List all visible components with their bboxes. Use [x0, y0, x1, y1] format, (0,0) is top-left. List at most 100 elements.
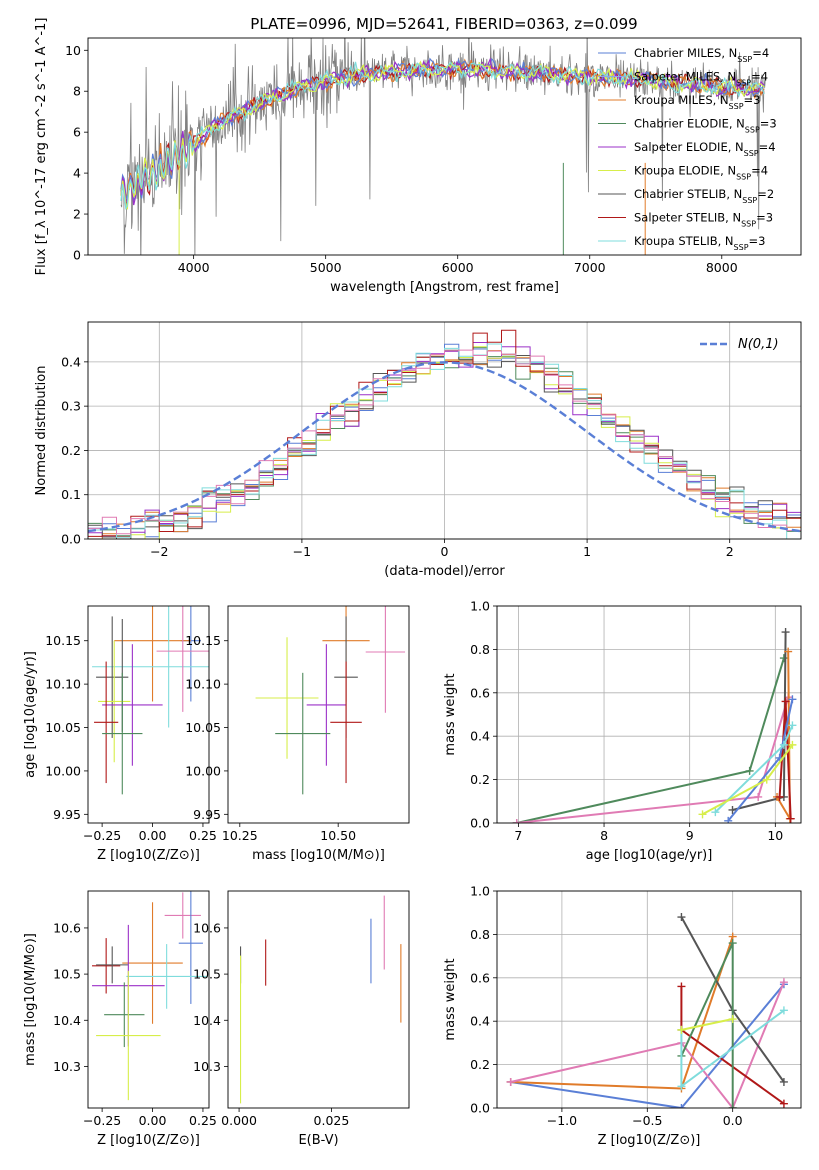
plus-marker	[677, 1082, 686, 1091]
x-tick-label: 10.50	[320, 828, 356, 843]
residuals-axes: −2 −1 0 1 2 0.0 0.1 0.2 0.3 0.4 (data-model)/error…	[34, 321, 802, 579]
plus-marker	[677, 1025, 686, 1034]
y-tick-label: 10	[65, 43, 81, 58]
spectrum-legend: Chabrier MILES, NSSP=4 Salpeter MILES, NS…	[598, 46, 777, 252]
data-point	[98, 640, 131, 763]
data-point	[164, 892, 201, 939]
y-axis-label: mass weight	[443, 958, 458, 1040]
plus-marker	[677, 913, 686, 922]
residuals-frame	[87, 321, 802, 540]
y-tick-label: 10.05	[45, 720, 81, 735]
plus-marker	[781, 628, 790, 637]
y-tick-label: 10.4	[53, 1013, 81, 1028]
data-point	[102, 644, 163, 766]
spectrum-plot-area	[120, 38, 766, 255]
x-axis-label: Z [log10(Z/Z⊙)]	[97, 1133, 200, 1148]
plus-marker	[728, 805, 737, 814]
data-point	[92, 606, 209, 728]
x-axis-label: E(B-V)	[298, 1133, 338, 1148]
mass_vs_Z-plot-area	[92, 891, 207, 1101]
y-axis-label: age [log10(age/yr)]	[23, 651, 38, 778]
age_vs_mass-frame	[227, 605, 410, 824]
y-tick-label: 10.00	[185, 763, 221, 778]
plus-marker	[779, 978, 788, 987]
y-tick-label: 0.8	[470, 642, 490, 657]
x-tick-label: 2	[726, 544, 734, 559]
mass-weight-line-pink	[516, 696, 790, 823]
data-point	[122, 902, 183, 1024]
y-axis-label: Normed distribution	[34, 366, 49, 496]
x-tick-label: 10	[767, 828, 783, 843]
age_vs_mass-axes: 10.25 10.50 9.95 10.00 10.05 10.10 10.15 mass […	[185, 605, 410, 863]
x-tick-label: 0.25	[189, 1113, 217, 1128]
plus-marker	[677, 982, 686, 991]
model-spectrum-kroupa_stelib	[120, 61, 765, 211]
plus-marker	[775, 792, 784, 801]
y-tick-label: 0.4	[470, 1014, 490, 1029]
y-tick-label: 0.0	[470, 816, 490, 831]
x-axis-label: Z [log10(Z/Z⊙)]	[598, 1133, 701, 1148]
residual-legend: N(0,1)	[700, 337, 779, 352]
y-tick-label: 10.10	[45, 677, 81, 692]
x-tick-label: −1	[293, 544, 311, 559]
data-point	[114, 606, 191, 702]
plus-marker	[779, 1077, 788, 1086]
x-tick-label: 0.0	[723, 1113, 743, 1128]
legend-label: Kroupa STELIB, NSSP=3	[634, 234, 765, 252]
y-tick-label: 0.4	[470, 729, 490, 744]
y-tick-label: 0.1	[61, 487, 81, 502]
legend-label: N(0,1)	[738, 337, 779, 352]
x-tick-label: 8	[600, 828, 608, 843]
mass_vs_ebv-plot-area	[240, 895, 402, 1104]
plus-marker	[728, 939, 737, 948]
x-tick-label: −0.25	[83, 1113, 121, 1128]
mass-weight-line-chabrier_miles	[510, 983, 785, 1108]
mass_weight_vs_age-axes: 7 8 9 10 0.0 0.2 0.4 0.6 0.8 1.0 age [log10(age/yr…	[443, 599, 802, 863]
plus-marker	[784, 647, 793, 656]
y-tick-label: 10.05	[185, 720, 221, 735]
y-tick-label: 9.95	[193, 807, 221, 822]
y-tick-label: 9.95	[53, 807, 81, 822]
residuals-plot-area	[88, 329, 801, 539]
y-tick-label: 10.4	[193, 1013, 221, 1028]
y-tick-label: 4	[73, 166, 81, 181]
y-tick-label: 10.15	[45, 633, 81, 648]
x-axis-label: age [log10(age/yr)]	[586, 848, 713, 863]
y-tick-label: 0.0	[61, 532, 81, 547]
mass_weight_vs_Z-frame	[496, 890, 802, 1109]
plus-marker	[512, 819, 521, 823]
y-tick-label: 1.0	[470, 599, 490, 614]
x-tick-label: −2	[150, 544, 168, 559]
y-tick-label: 0.8	[470, 927, 490, 942]
mass_weight_vs_Z-axes: −1.0 −0.5 0.0 0.0 0.2 0.4 0.6 0.8 1.0 Z [log10(Z/…	[443, 884, 802, 1148]
plus-marker	[724, 816, 733, 823]
data-point	[306, 644, 347, 766]
x-tick-label: 0.025	[314, 1113, 350, 1128]
y-tick-label: 0.0	[470, 1101, 490, 1116]
spectrum-frame	[87, 37, 802, 256]
mass-weight-line-kroupa_elodie	[681, 1018, 733, 1031]
plus-marker	[788, 740, 797, 749]
y-tick-label: 6	[73, 125, 81, 140]
legend-label: Salpeter ELODIE, NSSP=4	[634, 140, 776, 158]
data-point	[92, 938, 121, 994]
y-tick-label: 10.6	[193, 920, 221, 935]
y-tick-label: 10.3	[53, 1059, 81, 1074]
plus-marker	[762, 775, 771, 784]
y-tick-label: 10.15	[185, 633, 221, 648]
legend-label: Chabrier MILES, NSSP=4	[634, 46, 769, 64]
data-point	[275, 672, 331, 795]
x-tick-label: 8000	[706, 260, 738, 275]
data-point	[96, 616, 129, 738]
y-tick-label: 0.2	[470, 1057, 490, 1072]
model-spectrum-kroupa_elodie	[120, 60, 765, 210]
normal-curve	[88, 361, 801, 533]
legend-label: Chabrier ELODIE, NSSP=3	[634, 117, 777, 135]
x-tick-label: 7	[514, 828, 522, 843]
data-point	[94, 661, 119, 784]
age_vs_Z-frame	[87, 605, 210, 824]
y-tick-label: 8	[73, 84, 81, 99]
y-tick-label: 0.3	[61, 399, 81, 414]
y-axis-label: mass weight	[443, 673, 458, 755]
